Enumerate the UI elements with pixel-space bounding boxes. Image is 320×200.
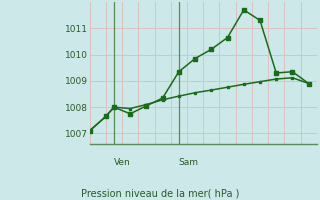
Text: Pression niveau de la mer( hPa ): Pression niveau de la mer( hPa ) bbox=[81, 188, 239, 198]
Text: Ven: Ven bbox=[114, 158, 131, 167]
Text: Sam: Sam bbox=[179, 158, 199, 167]
